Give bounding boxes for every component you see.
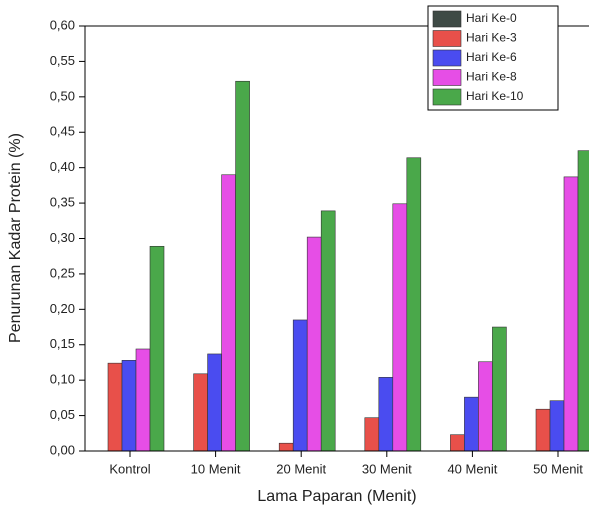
y-tick-label: 0,55 xyxy=(50,53,75,68)
bar xyxy=(193,373,208,452)
legend-label: Hari Ke-0 xyxy=(466,11,517,25)
bar xyxy=(577,150,589,452)
x-tick-label: 10 Menit xyxy=(191,461,241,476)
legend-swatch xyxy=(432,88,462,106)
bar xyxy=(549,400,565,452)
legend-label: Hari Ke-3 xyxy=(466,31,517,45)
y-tick-label: 0,35 xyxy=(50,195,75,210)
bar xyxy=(320,210,336,452)
bar xyxy=(121,360,137,452)
legend-swatch xyxy=(432,49,462,67)
legend-swatch xyxy=(432,69,462,86)
bar xyxy=(392,203,408,452)
bar xyxy=(292,319,308,452)
y-tick-label: 0,60 xyxy=(50,17,75,32)
bar xyxy=(535,408,551,452)
y-tick-label: 0,05 xyxy=(50,407,75,422)
bar xyxy=(221,174,236,452)
bar xyxy=(492,326,507,452)
bar xyxy=(406,157,422,452)
legend-swatch xyxy=(432,30,462,47)
bar xyxy=(107,362,123,452)
y-tick-label: 0,20 xyxy=(50,301,75,316)
y-tick-label: 0,40 xyxy=(50,159,75,174)
x-tick-label: 30 Menit xyxy=(362,461,412,476)
bar xyxy=(378,377,394,452)
x-tick-label: Kontrol xyxy=(109,461,150,476)
x-axis-label: Lama Paparan (Menit) xyxy=(257,488,416,505)
y-tick-label: 0,15 xyxy=(50,336,75,351)
legend-label: Hari Ke-6 xyxy=(466,50,517,64)
y-tick-label: 0,30 xyxy=(50,230,75,245)
legend-label: Hari Ke-10 xyxy=(466,89,524,103)
x-tick-label: 50 Menit xyxy=(533,461,583,476)
bar xyxy=(464,396,479,452)
y-tick-label: 0,50 xyxy=(50,88,75,103)
y-tick-label: 0,45 xyxy=(50,124,75,139)
x-tick-label: 40 Menit xyxy=(447,461,497,476)
bar xyxy=(478,361,493,452)
legend-label: Hari Ke-8 xyxy=(466,70,517,84)
bar xyxy=(278,442,294,452)
y-tick-label: 0,00 xyxy=(50,442,75,457)
bar xyxy=(135,348,151,452)
bar xyxy=(450,434,465,452)
y-tick-label: 0,10 xyxy=(50,372,75,387)
y-tick-label: 0,25 xyxy=(50,265,75,280)
y-axis-label: Penurunan Kadar Protein (%) xyxy=(7,133,24,343)
bar xyxy=(306,236,322,452)
legend-swatch xyxy=(432,10,462,28)
bar xyxy=(563,176,579,452)
x-tick-label: 20 Menit xyxy=(276,461,326,476)
bar xyxy=(364,417,380,452)
bar xyxy=(207,353,222,452)
bar xyxy=(149,245,165,452)
bar xyxy=(235,80,250,452)
